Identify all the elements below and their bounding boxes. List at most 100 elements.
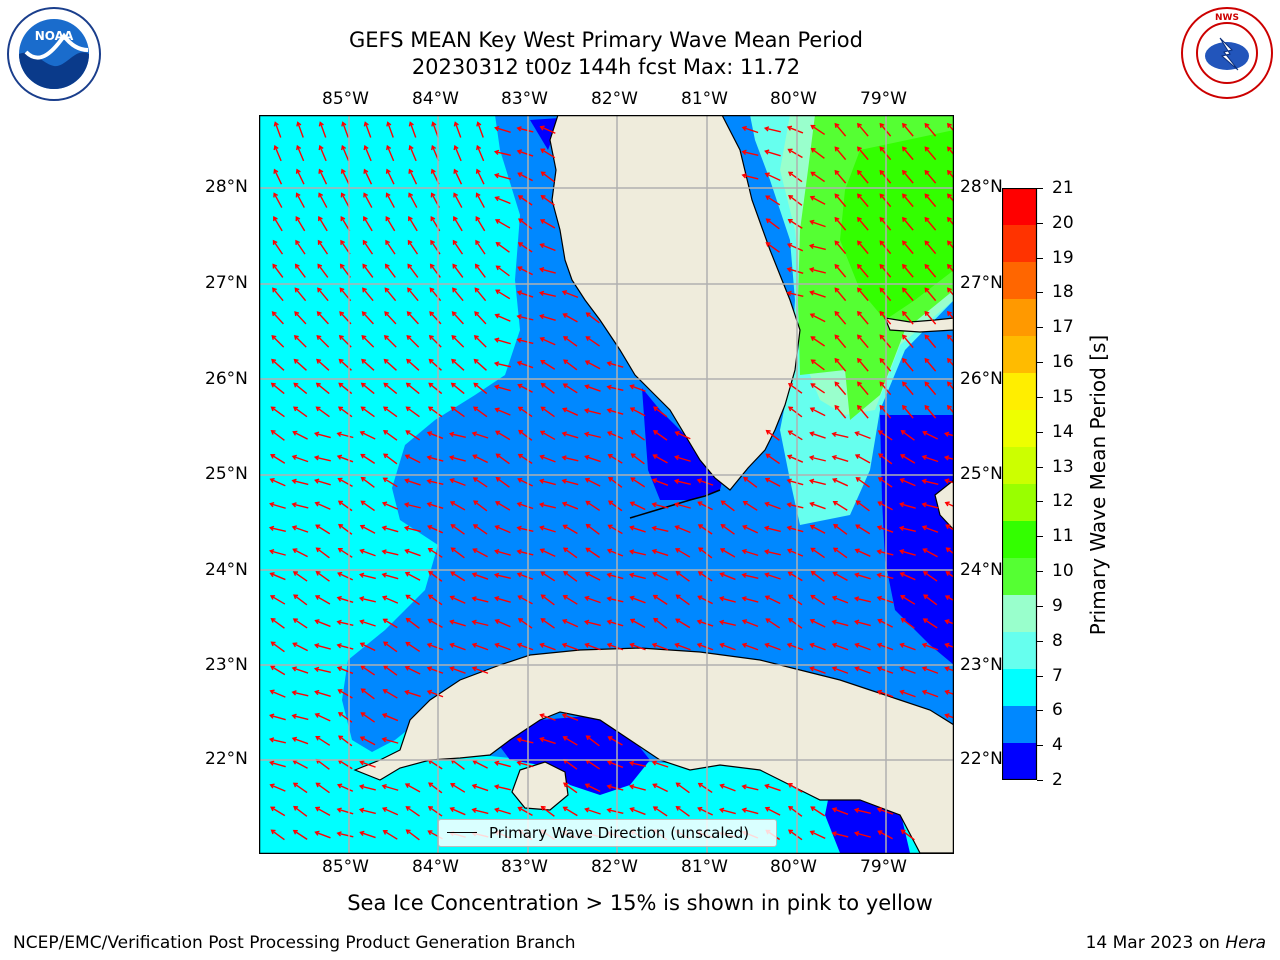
wave-arrow <box>811 148 825 159</box>
wave-arrow <box>293 782 308 794</box>
wave-arrow-head <box>516 149 522 155</box>
wave-arrow-head <box>674 430 680 436</box>
wave-arrow-head <box>293 382 299 388</box>
wave-arrow-head <box>359 430 365 436</box>
wave-arrow <box>337 621 354 626</box>
wave-arrow <box>383 689 398 699</box>
wave-arrow <box>901 618 915 629</box>
wave-arrow <box>924 358 937 372</box>
wave-arrow <box>563 806 578 817</box>
wave-arrow <box>676 594 690 606</box>
wave-arrow-head <box>808 478 815 484</box>
wave-arrow-head <box>315 382 321 388</box>
wave-arrow-head <box>921 525 928 531</box>
wave-arrow <box>697 807 714 816</box>
wave-arrow-head <box>857 169 862 175</box>
wave-arrow-head <box>451 311 457 317</box>
wave-arrow-head <box>584 384 590 390</box>
wave-arrow <box>495 550 511 556</box>
wave-arrow <box>902 217 914 231</box>
wave-arrow <box>408 193 418 208</box>
wave-arrow <box>517 315 534 321</box>
wave-arrow <box>472 667 489 674</box>
wave-arrow-head <box>583 431 590 437</box>
isla-juventud-land <box>511 761 569 811</box>
wave-arrow-head <box>585 523 591 529</box>
wave-arrow <box>631 430 645 441</box>
wave-arrow-head <box>947 404 952 410</box>
wave-arrow <box>855 809 871 814</box>
wave-arrow <box>382 713 399 722</box>
wave-arrow-head <box>381 525 387 531</box>
wave-arrow <box>318 169 328 185</box>
wave-arrow <box>563 736 578 746</box>
colorbar-tick-mark <box>1037 605 1043 607</box>
wave-arrow <box>855 597 871 603</box>
wave-arrow <box>541 195 555 206</box>
wave-arrow <box>924 193 937 208</box>
wave-arrow-head <box>902 240 907 246</box>
wave-arrow-head <box>381 572 387 578</box>
wave-arrow-head <box>495 289 501 295</box>
wave-arrow <box>386 193 395 208</box>
wave-arrow <box>922 503 939 509</box>
wave-arrow-head <box>340 216 346 222</box>
lon-tick-top: 80°W <box>770 89 817 109</box>
wave-arrow-head <box>405 382 411 388</box>
wave-arrow-head <box>296 144 302 151</box>
wave-arrow-head <box>473 358 479 364</box>
wave-arrow-head <box>879 357 885 363</box>
wave-arrow-head <box>853 807 860 814</box>
wave-arrow-head <box>947 240 952 246</box>
wave-arrow-head <box>787 219 793 224</box>
wave-arrow <box>698 501 713 511</box>
wave-arrow <box>427 643 444 651</box>
wave-arrow-head <box>923 594 929 600</box>
wave-arrow-head <box>383 334 389 340</box>
wave-arrow-head <box>563 570 569 576</box>
wave-arrow <box>428 594 443 606</box>
wave-arrow <box>496 265 510 277</box>
wave-arrow-head <box>879 169 885 175</box>
wave-arrow <box>317 240 329 255</box>
lon-tick-top: 79°W <box>860 89 907 109</box>
wave-arrow-head <box>359 736 365 742</box>
wave-arrow-head <box>606 384 612 391</box>
wave-arrow-head <box>270 665 276 671</box>
wave-arrow <box>811 547 825 559</box>
wave-arrow-head <box>539 713 545 719</box>
wave-arrow <box>810 594 826 606</box>
wave-arrow-head <box>269 760 275 766</box>
bahamas-land <box>884 317 954 333</box>
wave-arrow <box>607 386 624 391</box>
wave-arrow <box>473 548 488 558</box>
wave-arrow-head <box>294 287 300 293</box>
wave-arrow-head <box>359 830 365 836</box>
colorbar-tick-mark <box>1037 710 1043 712</box>
wave-arrow <box>472 643 489 651</box>
wave-arrow-head <box>921 666 928 672</box>
wave-arrow-head <box>607 736 613 741</box>
wave-arrow-head <box>359 619 365 625</box>
wave-arrow <box>585 572 601 581</box>
wave-arrow-head <box>273 216 278 222</box>
wave-arrow <box>540 479 556 486</box>
wave-arrow <box>810 525 826 534</box>
lon-tick-top: 85°W <box>322 89 369 109</box>
wave-arrow <box>271 641 285 653</box>
wave-arrow-head <box>809 618 815 624</box>
wave-arrow <box>922 526 939 533</box>
wave-arrow-head <box>857 240 862 246</box>
wave-arrow <box>810 244 826 251</box>
wave-arrow <box>810 196 826 205</box>
colorbar-tick-label: 9 <box>1052 595 1063 616</box>
wave-arrow <box>586 312 600 324</box>
wave-arrow-head <box>291 502 297 508</box>
wave-arrow-head <box>337 712 344 717</box>
wave-arrow <box>562 479 579 486</box>
wave-arrow-head <box>407 239 413 245</box>
wave-arrow <box>315 456 331 462</box>
colorbar-tick-mark <box>1037 536 1043 538</box>
wave-arrow-head <box>857 310 862 316</box>
wave-arrow-head <box>452 239 458 245</box>
